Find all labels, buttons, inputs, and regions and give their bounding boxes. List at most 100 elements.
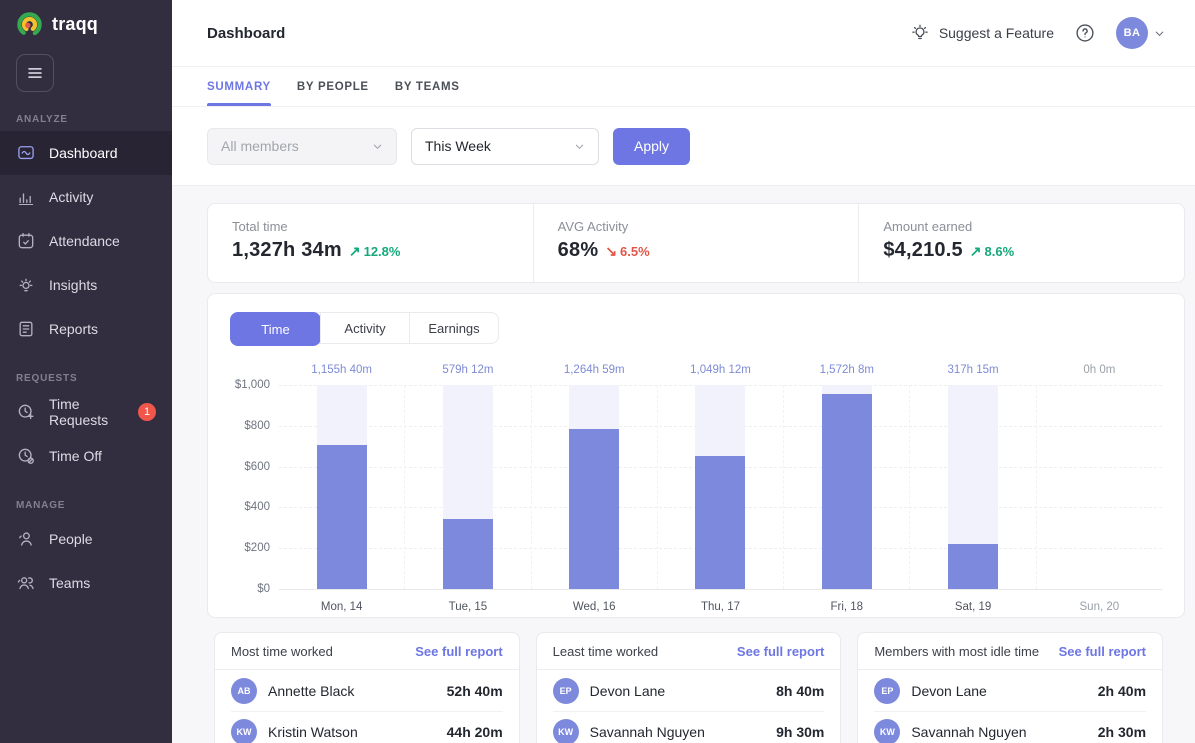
stat-value: $4,210.5	[883, 239, 963, 261]
trend-percent: 8.6%	[984, 244, 1015, 259]
chart-column-fri-18: 1,572h 8m Fri, 18	[783, 364, 909, 613]
member-time-value: 52h 40m	[446, 682, 503, 699]
apply-button[interactable]: Apply	[613, 127, 690, 165]
topbar: Dashboard Suggest a Feature	[172, 0, 1195, 67]
see-full-report-link[interactable]: See full report	[1058, 643, 1147, 659]
member-time-value: 2h 30m	[1097, 724, 1147, 740]
gridline	[279, 589, 1162, 590]
bar[interactable]	[442, 518, 493, 589]
sidebar-item-teams[interactable]: Teams	[0, 561, 172, 605]
stat-value-row: $4,210.5 ↗ 8.6%	[883, 239, 1160, 262]
trend-up-arrow-icon: ↗	[969, 243, 982, 259]
report-card-title: Members with most idle time	[874, 643, 1040, 659]
chart-column-thu-17: 1,049h 12m Thu, 17	[656, 364, 783, 613]
tab-by-people[interactable]: BY PEOPLE	[296, 80, 369, 93]
bar[interactable]	[316, 445, 367, 589]
sidebar-item-time-off[interactable]: Time Off	[0, 434, 172, 478]
bar[interactable]	[821, 393, 872, 589]
y-axis-tick: $800	[244, 419, 270, 432]
period-select-value: This Week	[425, 138, 491, 154]
y-axis-tick: $0	[257, 583, 270, 595]
dashboard-icon	[16, 143, 36, 163]
stat-value: 1,327h 34m	[232, 239, 342, 261]
report-card-title: Most time worked	[231, 643, 333, 659]
people-icon	[16, 529, 36, 549]
sidebar-item-label: Teams	[49, 575, 91, 591]
sidebar: traqq ANALYZE Dashboard Activity Attendance…	[0, 0, 172, 743]
suggest-feature-button[interactable]: Suggest a Feature	[910, 23, 1054, 43]
bar-value-label: 1,572h 8m	[819, 364, 874, 376]
bar-value-label: 0h 0m	[1083, 364, 1116, 376]
see-full-report-link[interactable]: See full report	[736, 643, 825, 659]
member-avatar: KW	[874, 719, 901, 743]
sidebar-item-reports[interactable]: Reports	[0, 307, 172, 351]
sidebar-item-insights[interactable]: Insights	[0, 263, 172, 307]
member-name: Savannah Nguyen	[911, 724, 1027, 740]
avatar[interactable]: BA	[1116, 17, 1148, 49]
x-axis-label: Thu, 17	[700, 601, 740, 613]
report-card-least-time-worked: Least time worked See full report EP Devon …	[535, 632, 842, 743]
reports-icon	[16, 319, 36, 339]
trend-down: ↘ 6.5%	[605, 243, 649, 260]
time-off-icon	[16, 446, 36, 466]
bar-value-label: 579h 12m	[442, 364, 494, 376]
sidebar-item-activity[interactable]: Activity	[0, 175, 172, 219]
y-axis-tick: $600	[244, 460, 270, 473]
menu-icon[interactable]	[16, 54, 54, 92]
bar[interactable]	[695, 456, 746, 589]
x-axis-label: Sun, 20	[1079, 601, 1120, 613]
members-select-value: All members	[221, 138, 299, 154]
report-card-title: Least time worked	[552, 643, 659, 659]
chart-column-wed-16: 1,264h 59m Wed, 16	[530, 364, 657, 613]
sidebar-item-label: People	[49, 531, 93, 547]
lightbulb-icon	[910, 23, 930, 43]
sidebar-item-label: Reports	[49, 321, 99, 337]
chart-toggle-time[interactable]: Time	[230, 312, 321, 346]
member-avatar: AB	[231, 677, 257, 704]
member-row: KW Kristin Watson 44h 20m	[231, 711, 503, 743]
y-axis-tick: $200	[244, 542, 270, 555]
sidebar-item-attendance[interactable]: Attendance	[0, 219, 172, 263]
sidebar-item-people[interactable]: People	[0, 517, 172, 561]
chart-column-tue-15: 579h 12m Tue, 15	[404, 364, 530, 613]
see-full-report-link[interactable]: See full report	[415, 643, 503, 659]
bar-value-label: 1,264h 59m	[563, 364, 625, 376]
chart-metric-toggle: Time Activity Earnings	[230, 312, 499, 346]
trend-percent: 12.8%	[363, 244, 401, 259]
members-select[interactable]: All members	[207, 127, 397, 165]
user-menu[interactable]: BA	[1116, 17, 1165, 49]
sidebar-item-time-requests[interactable]: Time Requests 1	[0, 390, 172, 434]
stat-value-row: 68% ↘ 6.5%	[558, 239, 835, 262]
trend-up-arrow-icon: ↗	[348, 243, 361, 259]
report-card-header: Least time worked See full report	[536, 633, 841, 670]
suggest-feature-label: Suggest a Feature	[938, 25, 1054, 41]
tab-summary[interactable]: SUMMARY	[207, 67, 271, 106]
member-avatar: KW	[552, 719, 579, 743]
sidebar-item-dashboard[interactable]: Dashboard	[0, 131, 172, 175]
trend-up: ↗ 8.6%	[970, 243, 1014, 260]
brand-logo[interactable]: traqq	[0, 0, 172, 46]
bar[interactable]	[569, 428, 620, 589]
notification-badge: 1	[138, 403, 156, 421]
x-axis-label: Tue, 15	[448, 601, 488, 613]
tab-by-teams[interactable]: BY TEAMS	[394, 80, 460, 93]
member-avatar: KW	[231, 719, 257, 743]
y-axis-tick: $1,000	[234, 379, 270, 391]
chart-toggle-activity[interactable]: Activity	[320, 313, 409, 343]
bar-chart: 1,155h 40m Mon, 14 579h 12m Tue, 15 1,264h 5…	[279, 364, 1162, 613]
main-area: Dashboard Suggest a Feature	[172, 0, 1195, 743]
member-row: KW Savannah Nguyen 9h 30m	[552, 711, 825, 743]
bar[interactable]	[948, 543, 999, 589]
help-icon[interactable]	[1074, 22, 1096, 44]
x-axis-label: Fri, 18	[830, 601, 864, 613]
stat-label: Total time	[232, 219, 288, 234]
stat-total-time: Total time 1,327h 34m ↗ 12.8%	[208, 204, 533, 282]
insights-icon	[16, 275, 36, 295]
member-name: Savannah Nguyen	[589, 724, 705, 740]
period-select[interactable]: This Week	[411, 127, 599, 165]
chart-toggle-earnings[interactable]: Earnings	[409, 313, 498, 343]
stats-card: Total time 1,327h 34m ↗ 12.8% AVG Activity 68…	[207, 203, 1185, 283]
member-avatar: EP	[552, 677, 579, 704]
filterbar: All members This Week Apply	[172, 107, 1195, 186]
time-requests-icon	[16, 402, 36, 422]
